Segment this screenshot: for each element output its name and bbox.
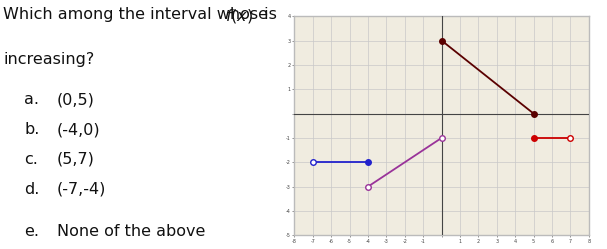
- Text: None of the above: None of the above: [57, 224, 205, 239]
- Text: b.: b.: [24, 122, 39, 137]
- Text: a.: a.: [24, 92, 39, 107]
- Text: (5,7): (5,7): [57, 152, 95, 167]
- Text: is: is: [259, 7, 277, 22]
- Text: Which among the interval whose: Which among the interval whose: [3, 7, 273, 22]
- Text: $f(x)$: $f(x)$: [225, 7, 253, 25]
- Text: d.: d.: [24, 182, 39, 197]
- Text: e.: e.: [24, 224, 39, 239]
- Text: increasing?: increasing?: [3, 52, 94, 67]
- Text: (-7,-4): (-7,-4): [57, 182, 106, 197]
- Text: (0,5): (0,5): [57, 92, 95, 107]
- Text: c.: c.: [24, 152, 38, 167]
- Text: (-4,0): (-4,0): [57, 122, 101, 137]
